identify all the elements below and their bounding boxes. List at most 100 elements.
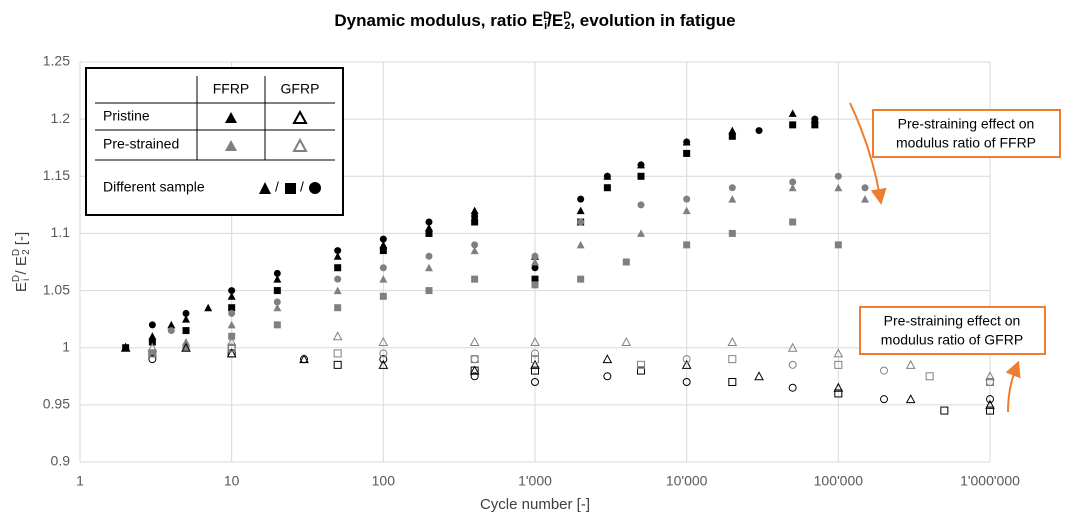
x-tick-label: 1'000 — [518, 473, 552, 489]
point — [334, 247, 342, 255]
point — [531, 355, 539, 364]
point — [683, 149, 691, 157]
point — [834, 241, 842, 249]
point — [471, 212, 479, 220]
legend-separator: / — [275, 179, 279, 195]
point — [148, 355, 157, 364]
point — [227, 349, 236, 358]
x-tick-label: 10 — [224, 473, 240, 489]
point — [531, 264, 539, 272]
point — [788, 383, 797, 392]
legend-marker — [225, 140, 237, 151]
point — [228, 287, 236, 295]
x-tick-label: 1'000'000 — [960, 473, 1020, 489]
title-part: 2 — [564, 20, 570, 32]
legend-row: Pristine — [103, 108, 150, 124]
point — [728, 229, 736, 237]
point — [204, 303, 213, 312]
point — [637, 366, 646, 375]
point — [811, 121, 819, 129]
annotation-box — [872, 109, 1061, 158]
point — [334, 264, 342, 272]
point — [379, 275, 388, 283]
point — [182, 327, 190, 335]
point — [637, 229, 646, 237]
point — [167, 320, 176, 329]
point — [530, 359, 540, 369]
point — [834, 183, 843, 192]
point — [228, 309, 236, 317]
point — [925, 372, 934, 381]
point — [530, 336, 540, 346]
point — [148, 321, 156, 329]
legend-separator: / — [300, 179, 304, 195]
point — [471, 218, 479, 226]
legend-marker — [309, 182, 321, 194]
x-tick-label: 1 — [76, 473, 84, 489]
y-tick-label: 0.9 — [51, 453, 71, 469]
point — [424, 263, 433, 272]
point — [333, 360, 342, 369]
point — [755, 127, 763, 135]
point — [379, 240, 388, 249]
point — [333, 252, 342, 260]
point — [637, 360, 646, 369]
point — [905, 394, 916, 404]
point — [728, 378, 737, 386]
point — [879, 366, 888, 375]
point — [273, 303, 282, 312]
point — [424, 223, 433, 232]
point — [227, 343, 236, 352]
point — [576, 206, 585, 215]
point — [333, 349, 342, 358]
point — [273, 287, 281, 295]
point — [531, 281, 539, 289]
point — [333, 286, 342, 295]
point — [531, 252, 539, 260]
title-part: D — [543, 10, 551, 22]
y-axis-label: EDi / ED2 [-] — [11, 232, 32, 292]
point — [167, 327, 175, 335]
point — [683, 241, 691, 249]
legend-marker — [225, 112, 237, 123]
point — [273, 298, 281, 306]
point — [576, 240, 585, 249]
title-part: /E — [547, 11, 563, 30]
point — [182, 344, 190, 352]
point — [148, 349, 157, 358]
point — [471, 275, 479, 283]
point — [728, 195, 737, 203]
chart-title: Dynamic modulus, ratio ED i/ED 2, evolutio… — [334, 10, 735, 32]
point — [379, 292, 387, 300]
label-part: D — [11, 249, 22, 256]
point — [148, 332, 157, 340]
y-tick-label: 1.25 — [43, 53, 70, 69]
point — [728, 184, 736, 192]
y-tick-label: 1.2 — [51, 110, 71, 126]
point — [754, 371, 764, 381]
title-part: i — [544, 20, 547, 32]
point — [228, 304, 236, 312]
point — [226, 336, 237, 346]
point — [470, 355, 479, 364]
legend: FFRP GFRP Pristine Pre-strained Differen… — [85, 67, 344, 216]
point — [425, 252, 433, 260]
point — [470, 206, 479, 215]
point — [879, 395, 888, 404]
point — [788, 109, 797, 117]
legend-marker — [292, 109, 308, 124]
point — [228, 332, 236, 340]
point — [622, 258, 630, 266]
legend-marker — [259, 182, 271, 194]
point — [602, 354, 613, 364]
point — [182, 338, 191, 346]
point — [122, 344, 130, 352]
point — [181, 342, 191, 352]
point — [379, 355, 388, 364]
point — [789, 121, 797, 129]
label-part: [-] — [13, 232, 30, 250]
point — [273, 275, 282, 283]
point — [531, 275, 539, 283]
point — [470, 366, 479, 375]
